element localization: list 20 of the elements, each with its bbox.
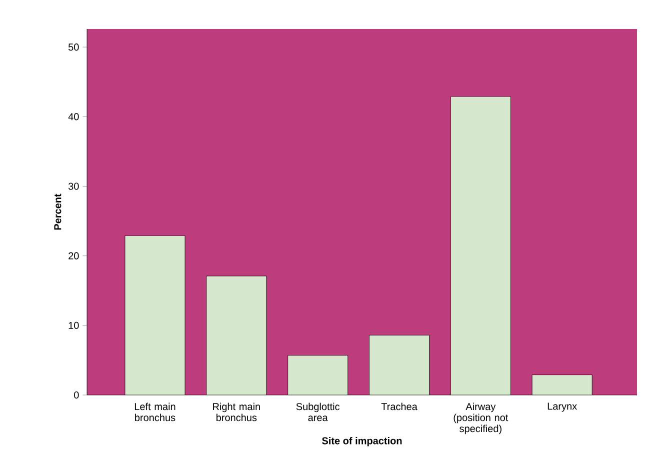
x-tick-label: Left main bronchus: [134, 402, 176, 422]
x-tick-label: Larynx: [548, 402, 577, 412]
y-axis-title: Percent: [54, 194, 62, 230]
y-tick-label: 20: [68, 252, 79, 260]
bar: [450, 96, 511, 395]
x-tick-label: Trachea: [381, 402, 418, 410]
x-tick-label: Right main bronchus: [213, 402, 260, 422]
x-axis-title: Site of impaction: [322, 436, 402, 446]
x-tick-label: Subglottic area: [296, 402, 340, 422]
bar: [288, 355, 348, 395]
y-tick-label: 0: [74, 391, 79, 399]
x-tick-label: Airway (position not specified): [454, 402, 508, 434]
bar: [532, 374, 592, 395]
y-tick-label: 40: [68, 113, 79, 120]
y-tick-label: 50: [68, 44, 79, 51]
bar: [369, 335, 430, 395]
bar: [206, 276, 266, 395]
y-tick-label: 10: [68, 322, 79, 329]
y-tick-label: 30: [68, 182, 79, 190]
bar: [124, 236, 185, 395]
